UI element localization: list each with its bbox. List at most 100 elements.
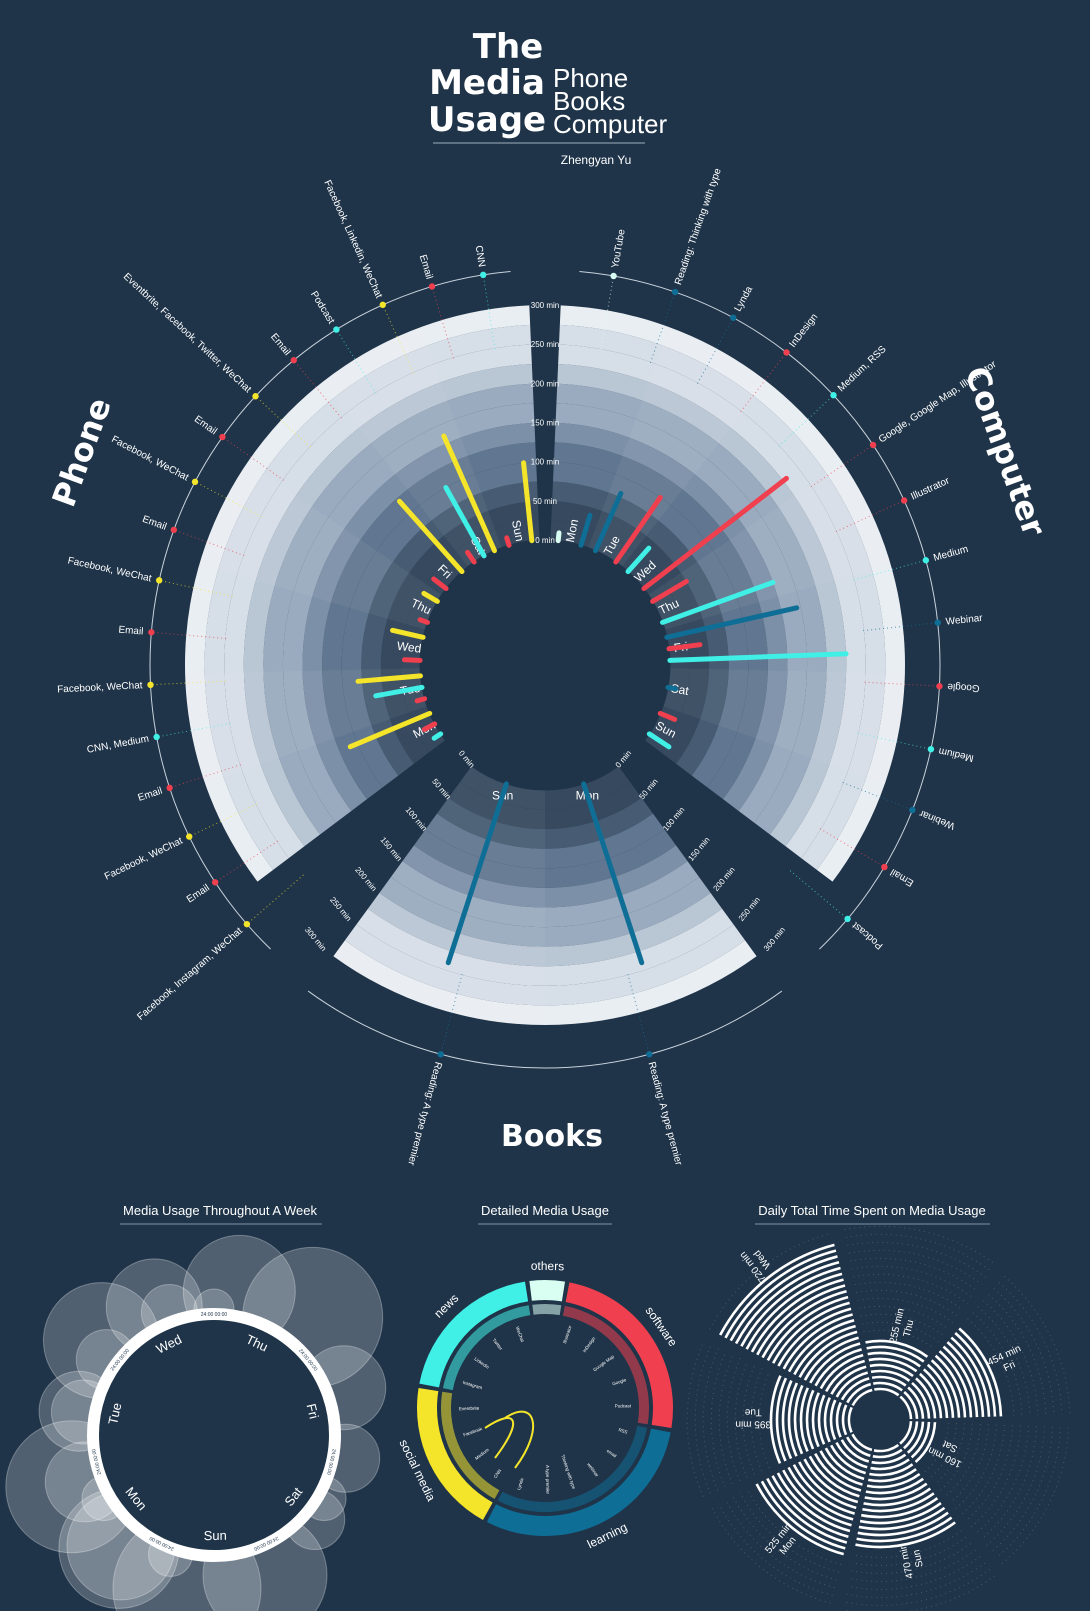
annotation-leader — [335, 329, 377, 394]
band-stripe-Sat — [737, 670, 768, 739]
band-stripe-Sun — [356, 908, 545, 986]
band-stripe-Sat — [383, 419, 461, 475]
daily-arc-fri — [926, 1363, 955, 1418]
annotation-leader — [649, 291, 676, 364]
donut-segment-others — [529, 1280, 566, 1302]
donut-segment-social-media — [417, 1387, 493, 1520]
band-computer-250 — [558, 344, 866, 859]
annotation-dot — [869, 441, 877, 449]
daily-arc-fri — [922, 1368, 949, 1419]
daily-arc-mon — [787, 1466, 854, 1521]
daily-arc-mon — [840, 1439, 870, 1463]
donut-detail-label: A type premier — [545, 1465, 550, 1495]
band-stripe-Thu — [199, 462, 264, 570]
annotation-dot — [243, 920, 251, 928]
bar-computer-fri-cyan — [667, 651, 849, 663]
ring-label-top-3: 150 min — [531, 419, 559, 428]
daily-arc-sun — [862, 1492, 935, 1513]
band-stripe-Tue — [322, 670, 353, 739]
daily-arc-wed — [772, 1301, 850, 1364]
ring-label-top-2: 100 min — [531, 458, 559, 467]
annotation-dot — [211, 879, 219, 886]
daily-arc-thu — [869, 1363, 914, 1378]
annotation-phone-label: CNN — [473, 245, 487, 268]
header: The Media Usage Phone Books Computer Zhe… — [428, 27, 668, 167]
annotation-dot — [437, 1051, 444, 1058]
annotation-dot — [783, 349, 790, 356]
daily-arc-wed — [782, 1313, 853, 1370]
band-stripe-Thu — [778, 495, 835, 586]
donut-detail-label: CNN — [493, 1468, 503, 1479]
daily-track — [857, 1297, 954, 1324]
daily-chart-title: Daily Total Time Spent on Media Usage — [758, 1203, 985, 1218]
week-time-label: 24:00 00:00 — [325, 1448, 337, 1475]
annotation-dot — [927, 745, 935, 753]
band-stripe-Tue — [185, 673, 224, 784]
bar-phone-sat-yellow — [441, 433, 497, 554]
daily-arc-wed — [793, 1324, 856, 1376]
annotation-dot — [428, 283, 436, 290]
daily-arc-mon — [824, 1447, 865, 1481]
annotation-dot — [147, 681, 154, 689]
band-stripe-Thu — [761, 506, 816, 592]
annotation-leader — [863, 622, 938, 632]
band-phone-200 — [263, 383, 534, 835]
bar-phone-sun-yellow — [521, 460, 535, 544]
daily-arc-sun — [858, 1506, 946, 1531]
band-stripe-Sat — [847, 672, 886, 778]
bar-computer-fri-blue — [664, 605, 800, 640]
annotation-leader — [189, 803, 257, 838]
bar-phone-mon-red — [421, 721, 438, 732]
donut-inner-segment — [532, 1304, 562, 1316]
daily-arc-tue — [841, 1404, 848, 1436]
daily-arc-tue — [847, 1406, 853, 1433]
daily-arc-wed — [809, 1342, 861, 1384]
computer-annotation-arc — [579, 271, 941, 950]
annotation-leader — [842, 782, 913, 811]
daily-arc-fri — [938, 1350, 973, 1418]
daily-track — [847, 1556, 981, 1590]
day-label-fri: Fri — [435, 562, 455, 582]
donut-detail-label: WeChat — [515, 1326, 525, 1344]
section-label-books: Books — [501, 1119, 603, 1154]
annotation-leader — [151, 631, 227, 639]
band-stripe-Sun — [344, 924, 545, 1006]
daily-arc-sat — [910, 1421, 931, 1459]
daily-arc-tue — [799, 1387, 810, 1452]
daily-arc-sun — [866, 1472, 921, 1489]
annotation-leader — [810, 444, 874, 488]
title-line-3: Usage — [428, 100, 546, 140]
daily-arc-thu — [870, 1369, 911, 1382]
daily-arc-fri — [946, 1341, 985, 1417]
band-stripe-Sat — [371, 400, 455, 459]
daily-arc-wed — [756, 1284, 846, 1356]
bar-phone-wed-yellow — [390, 627, 426, 640]
daily-arc-mon — [808, 1455, 860, 1498]
band-stripe-Thu — [255, 495, 312, 586]
band-phone-275 — [204, 324, 532, 870]
daily-track — [991, 1426, 1053, 1553]
ring-label-top-6: 300 min — [531, 301, 559, 310]
bar-phone-fri-red — [431, 576, 449, 592]
annotation-dot — [333, 326, 340, 333]
annotation-dot — [610, 272, 617, 280]
daily-value-tue: 395 min — [735, 1418, 771, 1429]
bar-computer-thu-cyan — [660, 579, 776, 625]
annotation-leader — [214, 840, 279, 883]
day-label-sun: Sun — [509, 519, 527, 543]
daily-track — [861, 1321, 939, 1343]
daily-track — [844, 1569, 991, 1606]
week-time-label: 24:00 00:00 — [201, 1312, 228, 1318]
annotation-leader — [789, 870, 848, 920]
daily-arc-mon — [814, 1453, 862, 1492]
band-stripe-Thu — [237, 484, 296, 581]
daily-track — [924, 1422, 950, 1473]
daily-arc-wed — [777, 1307, 852, 1367]
annotation-dot — [155, 577, 163, 584]
daily-arc-fri — [919, 1372, 943, 1419]
donut-link — [504, 1410, 534, 1469]
annotation-leader — [194, 481, 262, 518]
daily-arc-sun — [872, 1448, 903, 1459]
